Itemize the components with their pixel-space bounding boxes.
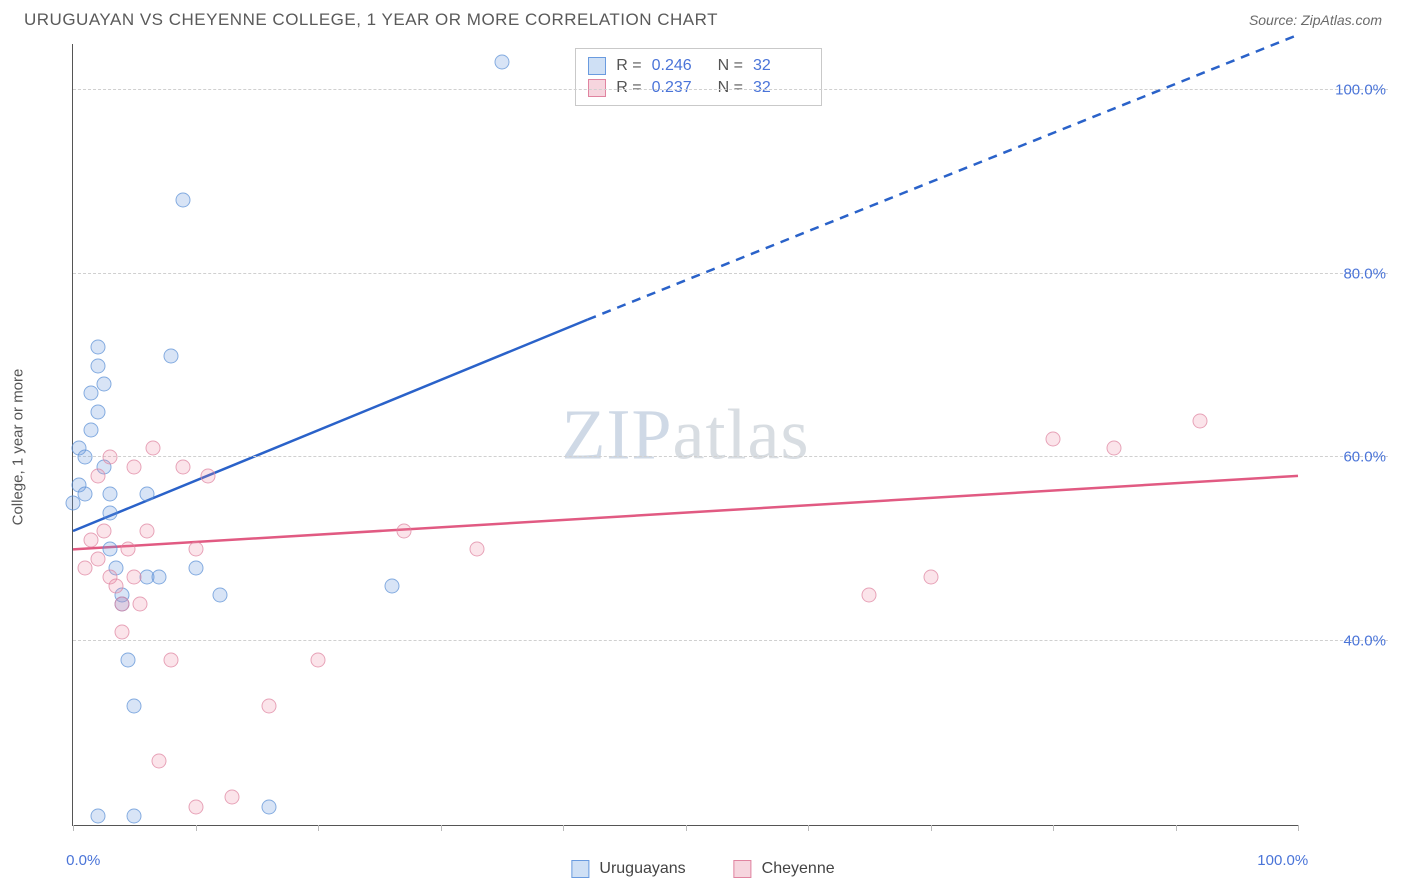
data-point xyxy=(90,551,105,566)
data-point xyxy=(102,487,117,502)
data-point xyxy=(188,799,203,814)
data-point xyxy=(494,55,509,70)
data-point xyxy=(862,588,877,603)
data-point xyxy=(200,468,215,483)
data-point xyxy=(121,542,136,557)
x-tick xyxy=(686,825,687,831)
y-axis-title: College, 1 year or more xyxy=(10,369,27,526)
data-point xyxy=(90,404,105,419)
y-tick-label: 40.0% xyxy=(1343,633,1386,650)
x-tick xyxy=(73,825,74,831)
x-tick xyxy=(318,825,319,831)
data-point xyxy=(139,523,154,538)
data-point xyxy=(90,340,105,355)
x-tick xyxy=(1176,825,1177,831)
data-point xyxy=(213,588,228,603)
legend-label: Uruguayans xyxy=(599,860,685,878)
data-point xyxy=(384,579,399,594)
data-point xyxy=(78,450,93,465)
regression-lines xyxy=(73,44,1298,825)
swatch-icon xyxy=(588,57,606,75)
data-point xyxy=(262,799,277,814)
gridline xyxy=(73,640,1388,641)
data-point xyxy=(108,579,123,594)
legend-series: Uruguayans Cheyenne xyxy=(571,860,834,878)
y-tick-label: 100.0% xyxy=(1335,81,1386,98)
data-point xyxy=(102,450,117,465)
legend-stats: R = 0.246 N = 32 R = 0.237 N = 32 xyxy=(575,48,822,106)
data-point xyxy=(1046,432,1061,447)
data-point xyxy=(96,376,111,391)
x-tick xyxy=(441,825,442,831)
gridline xyxy=(73,273,1388,274)
data-point xyxy=(923,569,938,584)
data-point xyxy=(262,698,277,713)
x-tick xyxy=(808,825,809,831)
data-point xyxy=(90,468,105,483)
legend-item: Uruguayans xyxy=(571,860,685,878)
data-point xyxy=(102,542,117,557)
data-point xyxy=(78,487,93,502)
data-point xyxy=(311,652,326,667)
x-tick xyxy=(1053,825,1054,831)
legend-item: Cheyenne xyxy=(734,860,835,878)
x-tick xyxy=(1298,825,1299,831)
x-tick-label: 0.0% xyxy=(66,852,100,869)
swatch-icon xyxy=(734,860,752,878)
data-point xyxy=(127,808,142,823)
data-point xyxy=(115,597,130,612)
data-point xyxy=(139,487,154,502)
data-point xyxy=(145,441,160,456)
x-tick xyxy=(931,825,932,831)
data-point xyxy=(188,560,203,575)
data-point xyxy=(396,523,411,538)
data-point xyxy=(176,459,191,474)
legend-label: Cheyenne xyxy=(762,860,835,878)
data-point xyxy=(1193,413,1208,428)
y-tick-label: 60.0% xyxy=(1343,449,1386,466)
chart-title: URUGUAYAN VS CHEYENNE COLLEGE, 1 YEAR OR… xyxy=(24,10,718,30)
data-point xyxy=(127,698,142,713)
data-point xyxy=(225,790,240,805)
gridline xyxy=(73,89,1388,90)
data-point xyxy=(188,542,203,557)
x-tick xyxy=(563,825,564,831)
data-point xyxy=(127,459,142,474)
data-point xyxy=(96,523,111,538)
legend-stats-row: R = 0.246 N = 32 xyxy=(588,55,809,77)
data-point xyxy=(90,358,105,373)
x-tick-label: 100.0% xyxy=(1257,852,1308,869)
data-point xyxy=(151,753,166,768)
plot-area: ZIPatlas R = 0.246 N = 32 R = 0.237 N = … xyxy=(72,44,1298,826)
y-tick-label: 80.0% xyxy=(1343,265,1386,282)
data-point xyxy=(115,625,130,640)
data-point xyxy=(90,808,105,823)
swatch-icon xyxy=(571,860,589,878)
data-point xyxy=(133,597,148,612)
header: URUGUAYAN VS CHEYENNE COLLEGE, 1 YEAR OR… xyxy=(0,0,1406,36)
data-point xyxy=(151,569,166,584)
data-point xyxy=(127,569,142,584)
data-point xyxy=(164,349,179,364)
data-point xyxy=(1107,441,1122,456)
x-tick xyxy=(196,825,197,831)
data-point xyxy=(102,505,117,520)
data-point xyxy=(470,542,485,557)
data-point xyxy=(121,652,136,667)
data-point xyxy=(164,652,179,667)
gridline xyxy=(73,456,1388,457)
chart-container: College, 1 year or more ZIPatlas R = 0.2… xyxy=(48,44,1388,850)
data-point xyxy=(176,193,191,208)
source-label: Source: ZipAtlas.com xyxy=(1249,12,1382,28)
data-point xyxy=(84,422,99,437)
